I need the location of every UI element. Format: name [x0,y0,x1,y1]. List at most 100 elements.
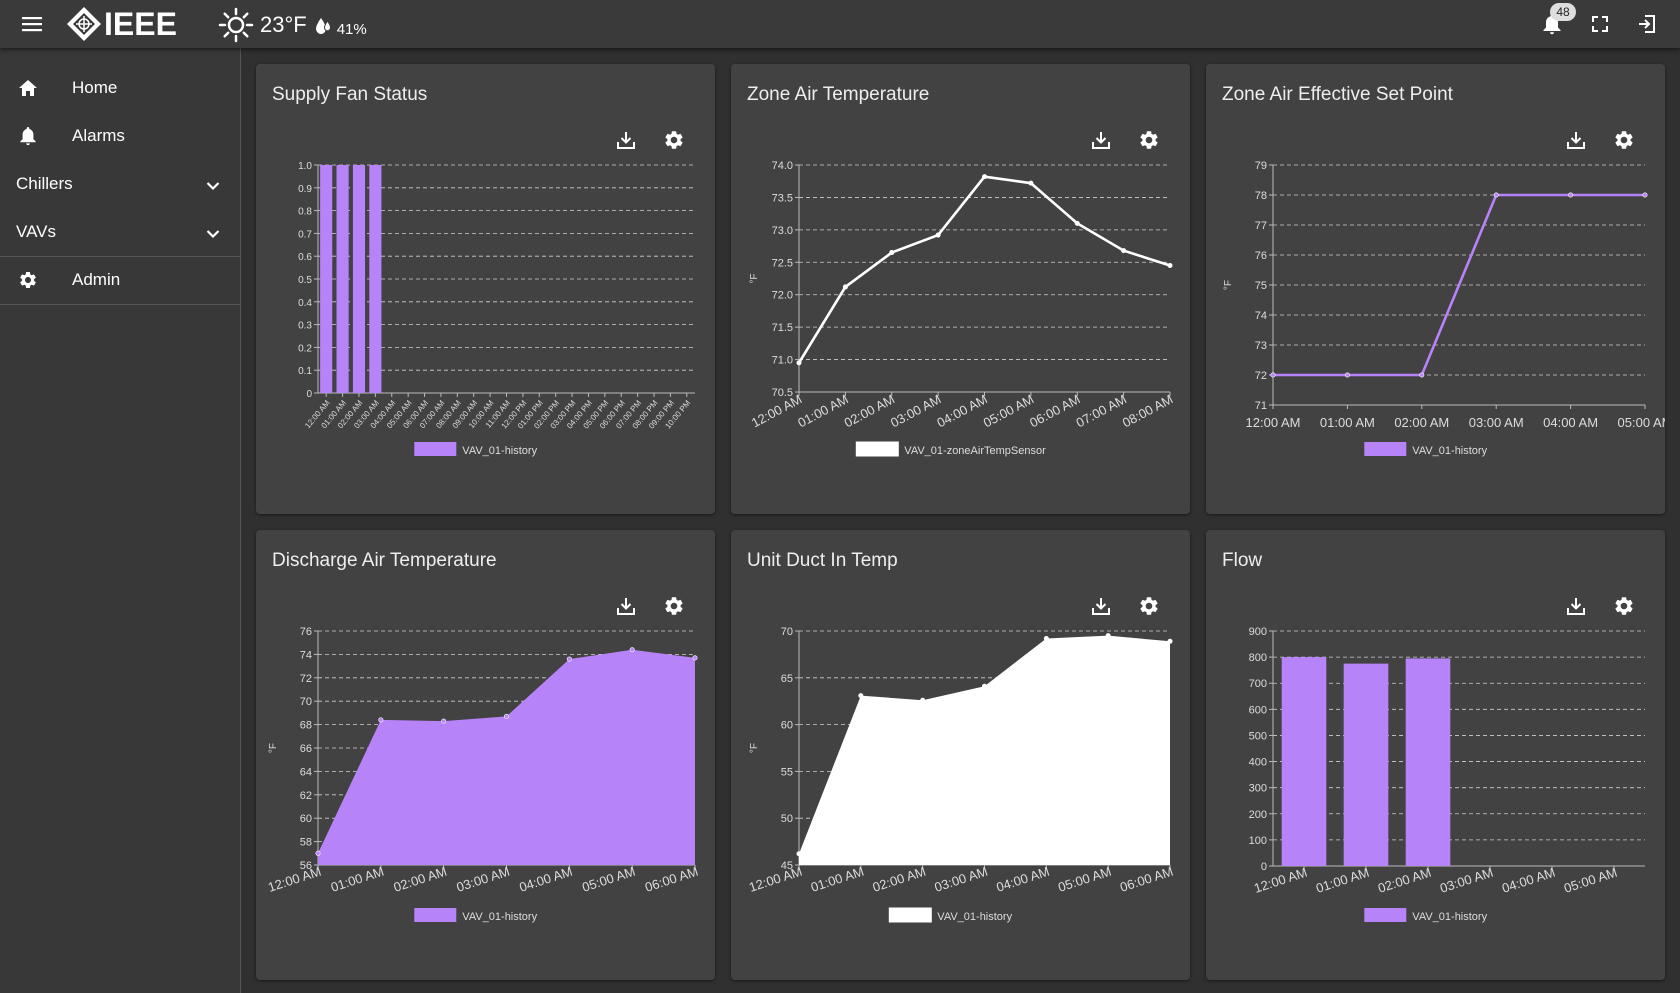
chart-card: Discharge Air Temperature 56 58 60 62 64 66 68… [256,530,715,980]
data-point [1642,192,1648,198]
y-tick-label: 74.0 [772,160,793,172]
y-tick-label: 300 [1249,783,1267,795]
humidity-icon [315,18,331,34]
download-icon [1567,598,1585,615]
legend-swatch [1364,908,1407,922]
x-tick-label: 01:00 AM [809,864,866,895]
download-button[interactable] [1562,126,1590,154]
chart-grid [1273,630,1645,841]
logout-button[interactable] [1633,10,1661,38]
data-point [1419,372,1425,378]
sidebar-item-chillers[interactable]: Chillers [0,160,240,208]
bar [320,165,333,393]
settings-button[interactable] [1610,126,1638,154]
bar [369,165,382,393]
chart-card: Supply Fan Status 0 0.1 0.2 0.3 0.4 0.5 0.6 0.7… [256,64,715,514]
download-button[interactable] [612,126,640,154]
chart: 56 58 60 62 64 66 68 70 72 74 76 °F 12:00 AM 01:00 AM… [266,626,700,923]
ieee-logo[interactable]: IEEE [66,6,177,42]
menu-icon[interactable] [18,12,46,36]
x-tick-label: 05:00 AM [1562,865,1619,896]
ieee-diamond-icon [67,7,101,41]
y-tick-label: 72.5 [772,257,793,269]
data-point [566,656,572,662]
x-tick-label: 05:00 AM [1618,415,1665,430]
y-tick-label: 73.0 [772,225,793,237]
legend-swatch [414,442,457,456]
sidebar-item-admin[interactable]: Admin [0,256,240,304]
x-tick-label: 02:00 AM [1376,865,1433,896]
fullscreen-button[interactable] [1586,10,1614,38]
chart-grid [1273,164,1645,376]
sidebar-item-alarms[interactable]: Alarms [0,112,240,160]
y-tick-label: 71 [1255,400,1267,412]
data-point [504,713,510,719]
settings-button[interactable] [1135,592,1163,620]
download-button[interactable] [1087,592,1115,620]
y-tick-label: 74 [1255,310,1267,322]
chart-card: Flow 0 100 200 300 400 500 600 700 800 900 12:00 A… [1206,530,1665,980]
chart-card: Zone Air Effective Set Point 71 72 73 74 75 7… [1206,64,1665,514]
weather-widget: 23°F 41% [218,7,367,43]
x-tick-label: 12:00 AM [266,864,323,895]
y-tick-label: 76 [1255,250,1267,262]
settings-button[interactable] [1610,592,1638,620]
download-button[interactable] [1562,592,1590,620]
y-tick-label: 700 [1249,678,1267,690]
y-tick-label: 0.6 [298,252,312,263]
data-point [858,693,864,699]
data-point [1167,638,1173,644]
y-tick-label: 73.5 [772,192,793,204]
x-tick-label: 06:00 AM [1118,864,1175,895]
settings-button[interactable] [660,592,688,620]
download-button[interactable] [1087,126,1115,154]
x-tick-label: 03:00 AM [1438,865,1495,896]
legend-swatch [1364,442,1407,456]
settings-button[interactable] [1135,126,1163,154]
chevron-down-icon [206,224,220,244]
y-tick-label: 0.7 [298,229,312,240]
card-title: Zone Air Effective Set Point [1222,84,1453,105]
x-tick-label: 04:00 AM [1543,415,1598,430]
y-tick-label: 0.1 [298,366,312,377]
settings-button[interactable] [660,126,688,154]
legend-label: VAV_01-history [462,445,537,457]
fullscreen-icon [1592,16,1608,32]
legend-label: VAV_01-history [462,911,537,923]
data-point [441,718,447,724]
bell-icon [0,126,56,146]
y-tick-label: 100 [1249,835,1267,847]
y-tick-label: 62 [300,790,312,802]
sidebar-item-label: Home [72,78,118,97]
y-tick-label: 78 [1255,190,1267,202]
y-tick-label: 0.3 [298,321,312,332]
sidebar-item-home[interactable]: Home [0,64,240,112]
x-tick-label: 07:00 AM [1073,391,1129,430]
y-tick-label: 77 [1255,220,1267,232]
x-tick-label: 02:00 AM [392,864,449,895]
chart-grid [799,164,1170,360]
y-tick-label: 55 [781,766,793,778]
notification-count-badge: 48 [1550,3,1576,21]
download-button[interactable] [612,592,640,620]
chart-labels: 71 72 73 74 75 76 77 78 79 °F 12:00 AM 01:00 AM 02:0… [1223,160,1665,457]
chart: 71 72 73 74 75 76 77 78 79 °F 12:00 AM 01:00 AM 02:0… [1223,160,1665,457]
home-icon [0,79,56,97]
chart-card: Zone Air Temperature 70.5 71.0 71.5 72.0 72.… [731,64,1190,514]
data-point [1344,372,1350,378]
data-point [1167,263,1173,269]
y-tick-label: 58 [300,837,312,849]
y-tick-label: 60 [781,720,793,732]
x-tick-label: 01:00 AM [795,391,851,430]
chart-marks [1270,192,1648,378]
y-tick-label: 76 [300,626,312,638]
y-tick-label: 65 [781,673,793,685]
data-point [1074,220,1080,226]
y-tick-label: 800 [1249,652,1267,664]
sidebar-item-label: Chillers [16,174,73,193]
legend-label: VAV_01-history [937,911,1012,923]
series-line [797,175,1171,364]
y-tick-label: 0.4 [298,298,312,309]
sidebar-item-vavs[interactable]: VAVs [0,208,240,256]
humidity-value: 41% [336,20,367,38]
